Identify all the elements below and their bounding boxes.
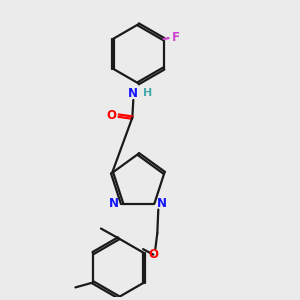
Text: N: N — [128, 87, 138, 100]
Text: F: F — [172, 31, 179, 44]
Text: O: O — [148, 248, 158, 261]
Text: O: O — [107, 109, 117, 122]
Text: N: N — [157, 197, 167, 210]
Text: H: H — [143, 88, 153, 98]
Text: N: N — [109, 197, 119, 210]
